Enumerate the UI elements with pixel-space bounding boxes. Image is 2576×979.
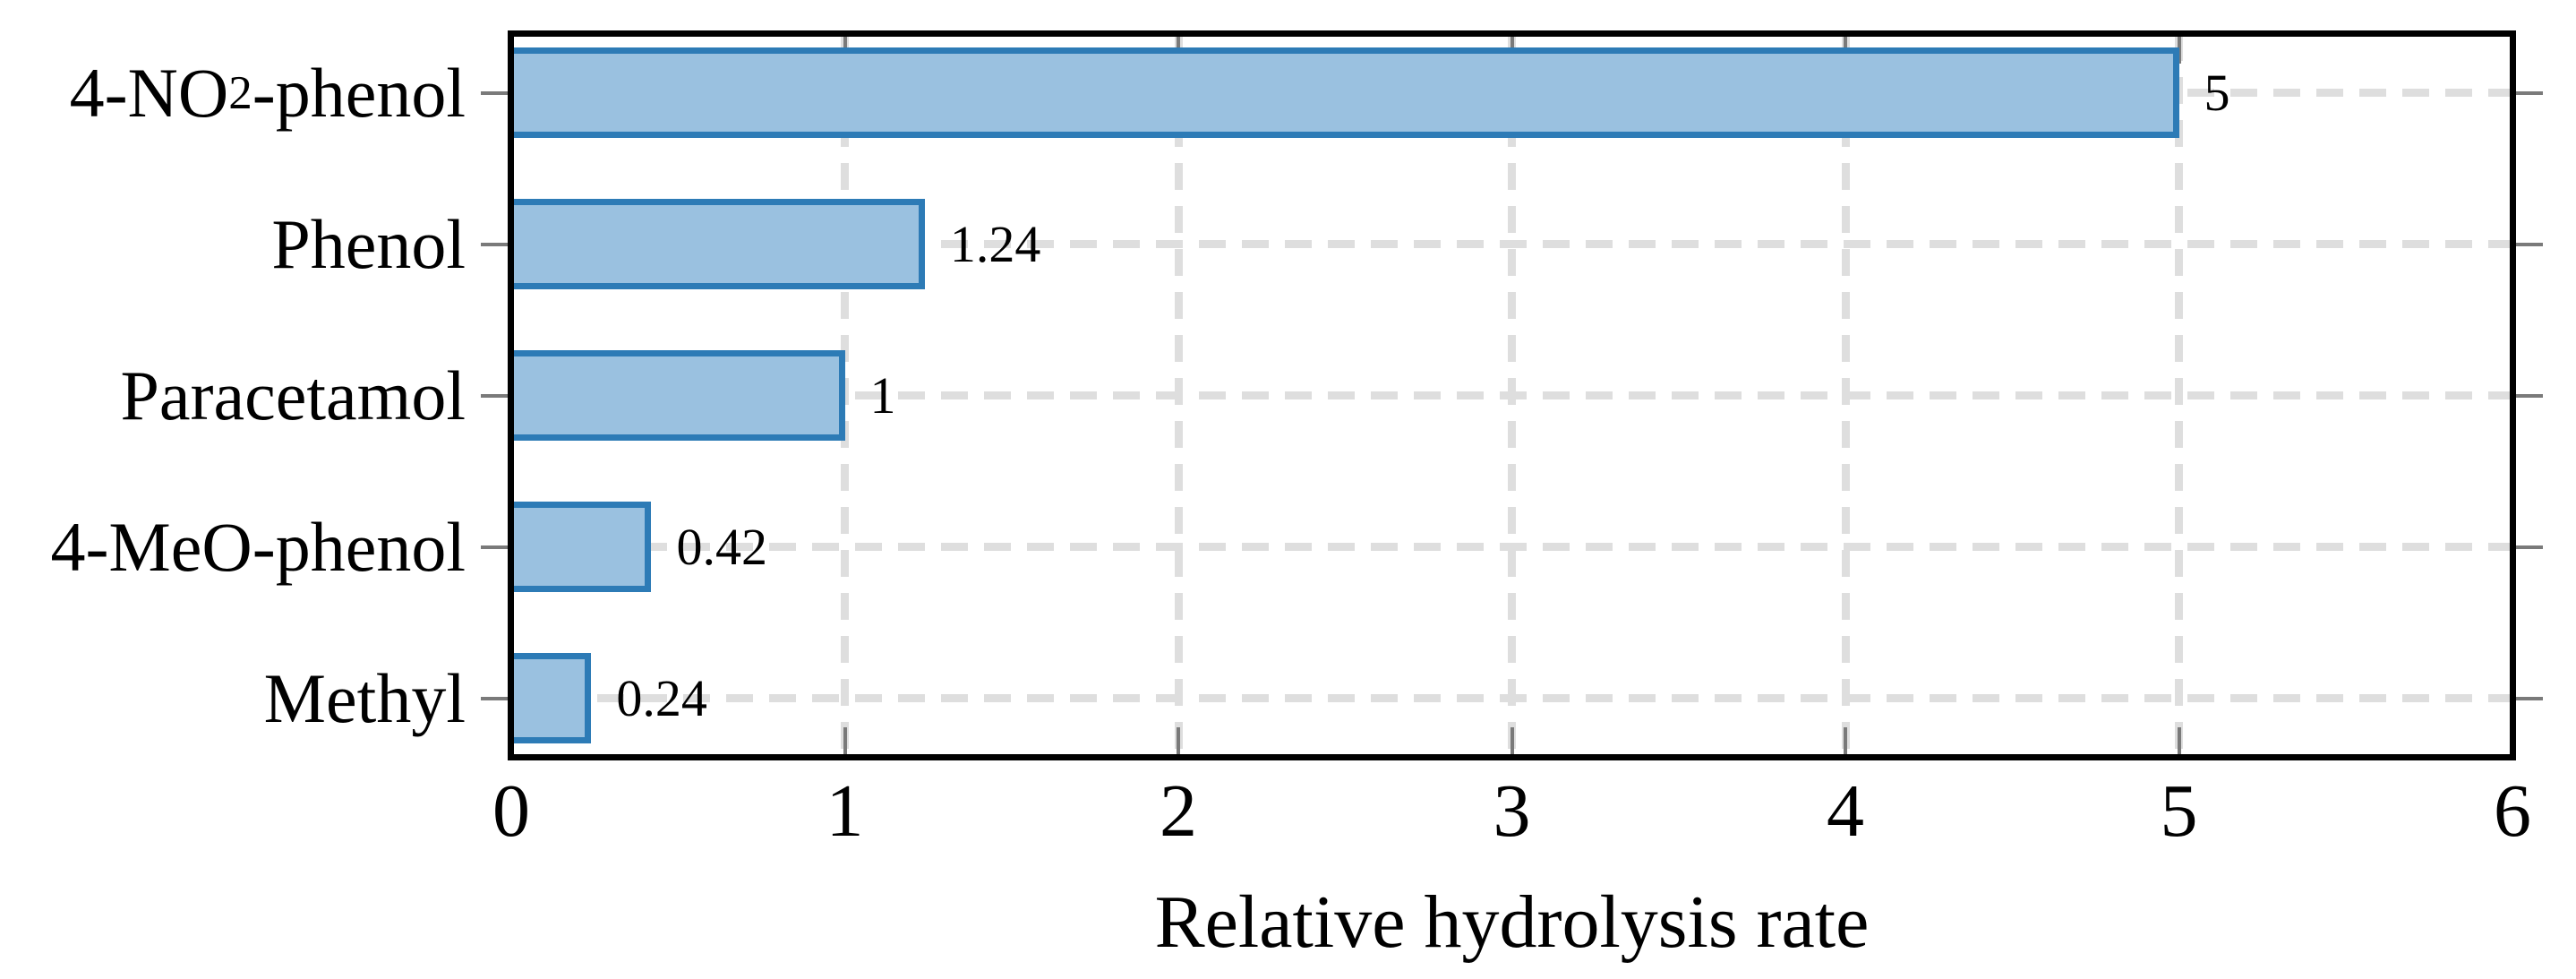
bar-row: 0.24: [511, 653, 2512, 743]
bar-row: 5: [511, 47, 2512, 138]
x-tick-label: 1: [826, 769, 864, 853]
x-tick-label: 3: [1493, 769, 1531, 853]
horizontal-gridline: [511, 543, 2512, 551]
x-tick-label: 0: [492, 769, 530, 853]
category-label-text: Phenol: [271, 204, 466, 283]
y-tick-left: [481, 393, 511, 398]
y-tick-left: [481, 90, 511, 95]
bar-row: 0.42: [511, 502, 2512, 592]
plot-area: 5 1.24 1 0.42 0.24: [508, 30, 2516, 760]
x-tick-bottom: [1844, 727, 1847, 757]
y-tick-left: [481, 696, 511, 700]
category-label: Paracetamol: [0, 350, 466, 441]
horizontal-gridline: [511, 391, 2512, 399]
category-label-text: 4-NO: [69, 53, 229, 132]
x-tick-label: 6: [2494, 769, 2531, 853]
x-tick-bottom: [1510, 727, 1514, 757]
bar: [511, 199, 925, 289]
y-tick-left: [481, 545, 511, 549]
bar-value-label: 0.42: [676, 518, 767, 576]
category-label-text: Paracetamol: [120, 356, 466, 434]
category-label-text: Methyl: [263, 658, 466, 737]
bar-row: 1: [511, 350, 2512, 441]
category-label-text: -phenol: [252, 53, 466, 132]
category-label: Phenol: [0, 199, 466, 289]
bar-value-label: 1: [869, 366, 896, 425]
y-tick-left: [481, 242, 511, 246]
bar: [511, 502, 652, 592]
y-tick-right: [2512, 90, 2543, 95]
category-label: Methyl: [0, 653, 466, 743]
x-tick-bottom: [1177, 727, 1180, 757]
category-label-text: 4-MeO-phenol: [50, 507, 466, 586]
x-tick-bottom: [843, 727, 847, 757]
x-tick-label: 2: [1160, 769, 1197, 853]
bar: [511, 350, 845, 441]
y-tick-right: [2512, 393, 2543, 398]
horizontal-gridline: [511, 240, 2512, 248]
horizontal-gridline: [511, 694, 2512, 702]
bar-row: 1.24: [511, 199, 2512, 289]
x-tick-top: [2177, 34, 2181, 64]
category-label: 4-NO 2 -phenol: [69, 53, 466, 132]
x-tick-bottom: [2177, 727, 2181, 757]
bar: [511, 653, 592, 743]
x-tick-label: 4: [1827, 769, 1864, 853]
x-tick-label: 5: [2160, 769, 2198, 853]
x-axis-title: Relative hydrolysis rate: [1154, 880, 1870, 964]
bar-value-label: 1.24: [949, 215, 1041, 273]
category-label: 4-MeO-phenol: [0, 502, 466, 592]
bar-value-label: 5: [2204, 64, 2230, 122]
bar-value-label: 0.24: [616, 669, 707, 727]
y-tick-right: [2512, 242, 2543, 246]
bar: [511, 47, 2179, 138]
y-tick-right: [2512, 545, 2543, 549]
y-tick-right: [2512, 696, 2543, 700]
